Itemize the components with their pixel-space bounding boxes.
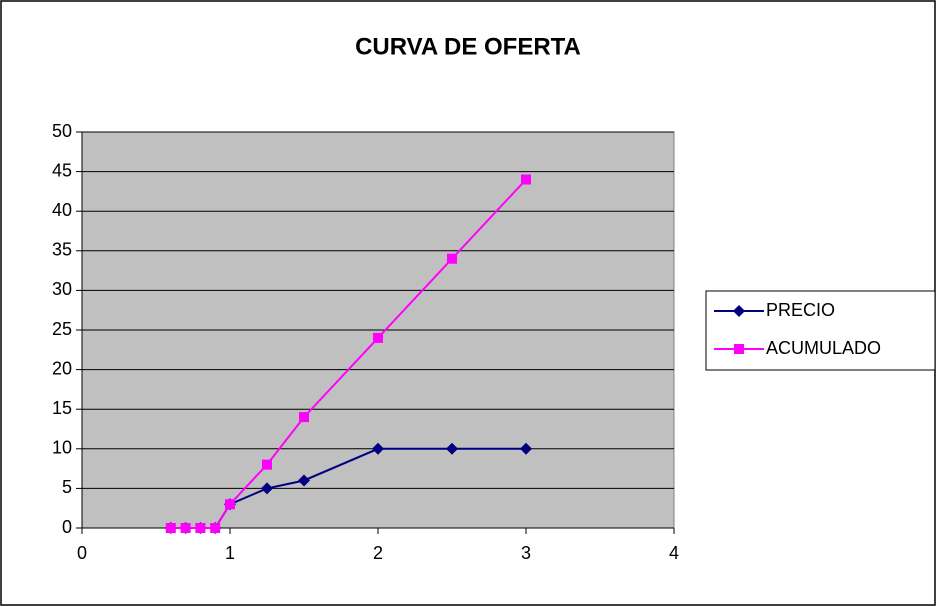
x-tick-label: 2: [373, 543, 383, 563]
marker: [180, 523, 191, 533]
marker: [372, 442, 384, 455]
x-tick-label: 4: [669, 543, 679, 563]
x-tick-label: 1: [225, 543, 235, 563]
legend-label: PRECIO: [766, 300, 835, 320]
y-tick-label: 45: [52, 160, 72, 180]
y-tick-label: 50: [52, 121, 72, 141]
y-tick-label: 15: [52, 398, 72, 418]
chart-title: CURVA DE OFERTA: [355, 33, 581, 60]
legend: [705, 290, 936, 371]
y-tick-label: 35: [52, 240, 72, 260]
marker: [299, 412, 309, 423]
marker: [447, 253, 457, 264]
y-tick-label: 5: [62, 477, 72, 497]
marker: [262, 459, 272, 470]
marker: [261, 482, 273, 495]
marker: [195, 523, 206, 533]
marker: [733, 305, 745, 317]
marker: [298, 474, 310, 487]
marker: [210, 523, 221, 533]
y-tick-label: 30: [52, 279, 72, 299]
marker: [521, 174, 531, 185]
y-tick-label: 10: [52, 438, 72, 458]
series-line: [170, 178, 527, 529]
y-tick-label: 20: [52, 358, 72, 378]
x-tick-label: 3: [521, 543, 531, 563]
y-tick-label: 25: [52, 319, 72, 339]
y-tick-label: 0: [62, 517, 72, 537]
marker: [446, 442, 458, 455]
legend-label: ACUMULADO: [766, 338, 881, 358]
marker: [165, 523, 176, 533]
marker: [734, 344, 744, 354]
marker: [373, 332, 383, 343]
marker: [225, 499, 235, 510]
y-tick-label: 40: [52, 200, 72, 220]
x-tick-label: 0: [77, 543, 87, 563]
marker: [520, 442, 532, 455]
